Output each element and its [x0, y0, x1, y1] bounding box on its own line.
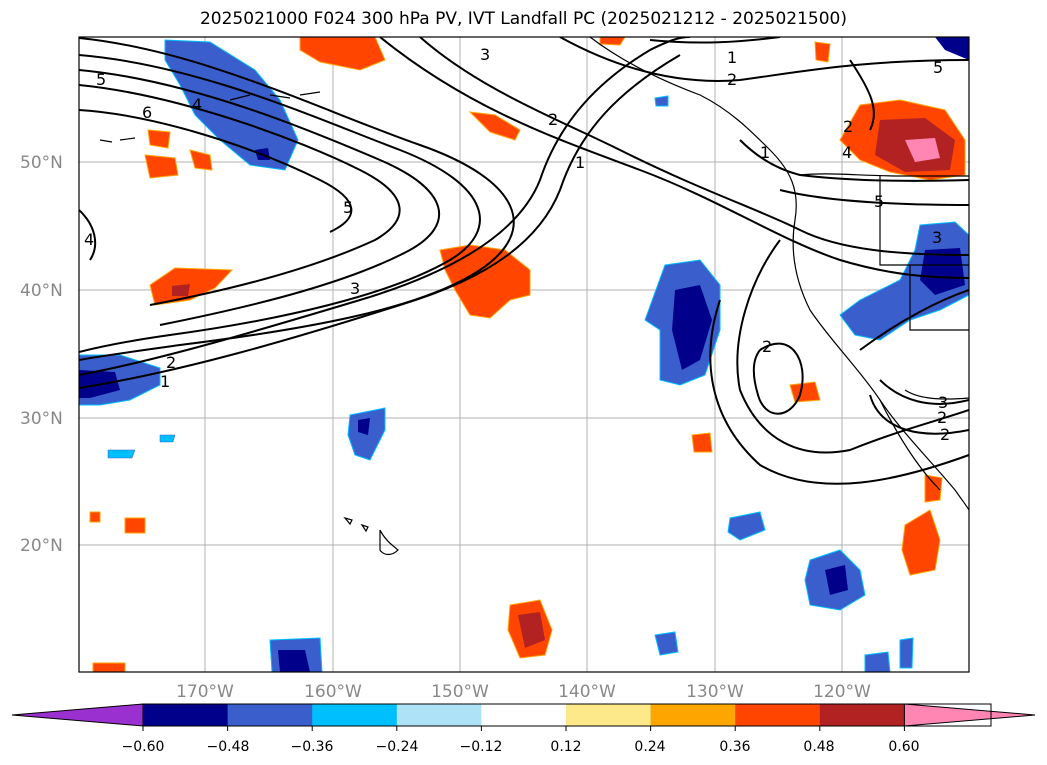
contour-label: 2 — [843, 117, 853, 136]
contour-label: 2 — [937, 408, 947, 427]
contour-label: 5 — [933, 58, 943, 77]
ivt-contours — [79, 37, 969, 485]
contour-label: 3 — [932, 228, 942, 247]
contour-label: 4 — [192, 95, 202, 114]
colorbar-segment — [481, 704, 567, 726]
map-frame — [78, 36, 970, 673]
latitude-labels: 50°N 40°N 30°N 20°N — [20, 153, 63, 556]
colorbar-tick-label: 0.60 — [888, 739, 919, 755]
map-title: 2025021000 F024 300 hPa PV, IVT Landfall… — [199, 9, 847, 29]
contour-label: 3 — [480, 45, 490, 64]
contour-label: 4 — [84, 230, 94, 249]
contour-label: 1 — [575, 153, 585, 172]
lat-label: 30°N — [20, 409, 63, 429]
contour-label: 5 — [343, 198, 353, 217]
colorbar-frame — [142, 703, 992, 727]
colorbar-segment — [650, 704, 736, 726]
lon-label: 160°W — [304, 682, 362, 702]
colorbar-segments — [11, 703, 1036, 727]
colorbar-tick-label: −0.36 — [291, 739, 334, 755]
colorbar-tick-label: −0.12 — [460, 739, 503, 755]
colorbar-segment — [312, 704, 398, 726]
contour-label: 2 — [548, 110, 558, 129]
lon-label: 140°W — [558, 682, 616, 702]
colorbar-tick-label: −0.24 — [376, 739, 419, 755]
contour-label: 5 — [96, 70, 106, 89]
colorbar-segment — [143, 704, 229, 726]
contour-label: 5 — [874, 192, 884, 211]
lon-label: 130°W — [686, 682, 744, 702]
colorbar-extend-right — [903, 703, 1036, 727]
longitude-labels: 170°W 160°W 150°W 140°W 130°W 120°W — [176, 682, 871, 702]
colorbar-tick-label: 0.36 — [719, 739, 750, 755]
colorbar-extend-left — [11, 703, 144, 727]
contour-labels: 5 6 4 3 1 2 2 1 2 1 5 3 2 1 2 4 5 3 2 3 … — [84, 45, 950, 444]
contour-label: 3 — [350, 279, 360, 298]
colorbar-tick-label: 0.48 — [803, 739, 834, 755]
contour-label: 4 — [842, 143, 852, 162]
colorbar-ticks — [142, 726, 905, 731]
colorbar: −0.60 −0.48 −0.36 −0.24 −0.12 0.12 0.24 … — [11, 703, 1036, 755]
contour-label: 2 — [762, 337, 772, 356]
colorbar-segment — [396, 704, 482, 726]
lat-label: 20°N — [20, 536, 63, 556]
colorbar-tick-label: 0.12 — [550, 739, 581, 755]
lon-label: 170°W — [176, 682, 234, 702]
colorbar-tick-label: 0.24 — [634, 739, 665, 755]
lat-label: 50°N — [20, 153, 63, 173]
lon-label: 150°W — [431, 682, 489, 702]
colorbar-segment — [227, 704, 313, 726]
contour-label: 1 — [160, 372, 170, 391]
colorbar-segment — [566, 704, 652, 726]
contour-label: 2 — [727, 70, 737, 89]
contour-label: 2 — [940, 425, 950, 444]
colorbar-segment — [819, 704, 905, 726]
contour-label: 2 — [166, 353, 176, 372]
gridlines — [79, 37, 969, 672]
contour-label: 3 — [938, 393, 948, 412]
contour-label: 6 — [142, 103, 152, 122]
colorbar-tick-label: −0.60 — [122, 739, 165, 755]
coastlines — [99, 37, 969, 556]
lon-label: 120°W — [813, 682, 871, 702]
colorbar-segment — [735, 704, 821, 726]
lat-label: 40°N — [20, 281, 63, 301]
contour-label: 1 — [760, 143, 770, 162]
pv-shading — [79, 37, 969, 672]
contour-label: 1 — [727, 48, 737, 67]
colorbar-tick-label: −0.48 — [207, 739, 250, 755]
